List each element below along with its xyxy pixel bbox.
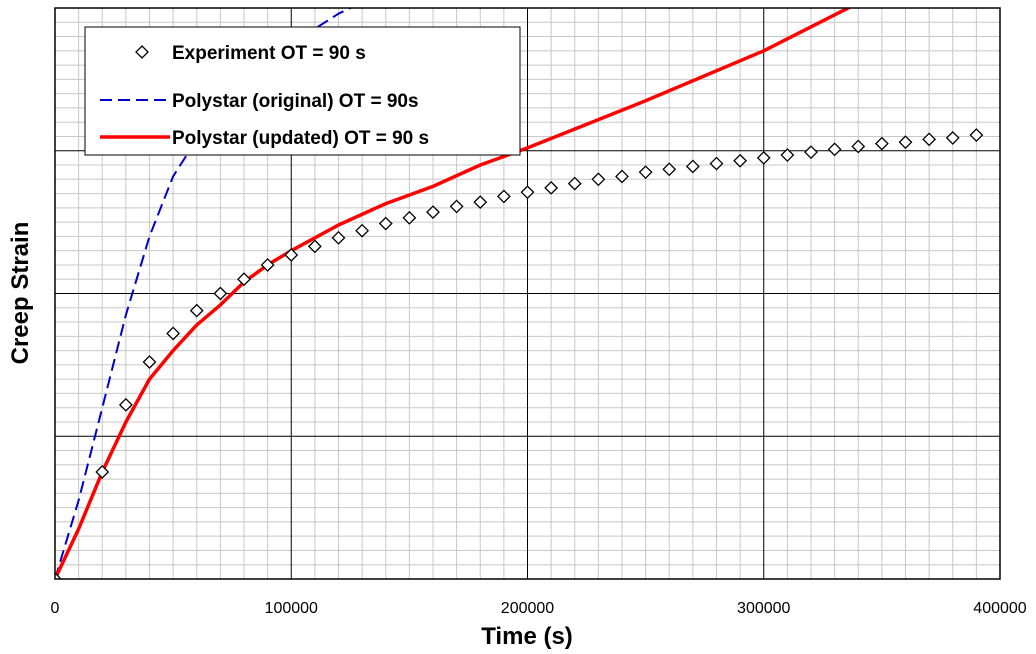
- experiment-data-point: [307, 239, 322, 254]
- experiment-data-point: [118, 397, 133, 412]
- experiment-data-point: [355, 223, 370, 238]
- legend-label: Polystar (updated) OT = 90 s: [172, 128, 429, 149]
- legend: Experiment OT = 90 s Polystar (original) …: [84, 26, 521, 156]
- plot-frame: [54, 7, 1001, 580]
- x-tick-label: 300000: [737, 600, 790, 617]
- experiment-data-point: [189, 303, 204, 318]
- legend-item: Experiment OT = 90 s: [135, 43, 366, 64]
- legend-marker-diamond: [135, 45, 149, 59]
- x-tick-label: 200000: [501, 600, 554, 617]
- experiment-data-point: [733, 153, 748, 168]
- experiment-data-point: [331, 230, 346, 245]
- x-tick-label: 100000: [265, 600, 318, 617]
- x-axis-title: Time (s): [481, 623, 573, 650]
- experiment-data-point: [638, 165, 653, 180]
- experiment-data-point: [260, 258, 275, 272]
- series-polystar-updated-line: [55, 8, 853, 579]
- experiment-data-point: [166, 326, 181, 341]
- experiment-data-point: [55, 572, 62, 579]
- major-grid: [55, 8, 1000, 579]
- experiment-data-point: [496, 189, 511, 204]
- experiment-data-point: [449, 199, 464, 214]
- y-axis-title: Creep Strain: [7, 222, 34, 365]
- experiment-data-point: [969, 128, 984, 142]
- experiment-data-point: [709, 156, 724, 171]
- experiment-data-point: [591, 172, 606, 187]
- experiment-data-point: [284, 248, 299, 262]
- series-experiment: [55, 128, 984, 579]
- experiment-data-point: [898, 135, 913, 150]
- x-tick-label: 0: [51, 600, 60, 617]
- experiment-data-point: [95, 465, 110, 479]
- experiment-data-point: [780, 148, 795, 162]
- experiment-data-point: [685, 159, 700, 174]
- experiment-data-point: [874, 136, 889, 151]
- series-layer: [55, 8, 984, 579]
- experiment-data-point: [378, 216, 393, 231]
- experiment-data-point: [922, 132, 937, 147]
- legend-item: Polystar (updated) OT = 90 s: [100, 128, 429, 149]
- experiment-data-point: [402, 210, 417, 225]
- experiment-data-point: [615, 169, 629, 184]
- legend-label: Polystar (original) OT = 90s: [172, 91, 419, 112]
- experiment-data-point: [142, 355, 157, 369]
- experiment-data-point: [426, 205, 440, 220]
- experiment-data-point: [237, 272, 251, 287]
- experiment-data-point: [945, 130, 960, 145]
- legend-item: Polystar (original) OT = 90s: [100, 91, 419, 112]
- experiment-data-point: [827, 142, 842, 157]
- experiment-data-point: [662, 162, 677, 177]
- experiment-data-point: [804, 145, 818, 160]
- experiment-data-point: [851, 139, 866, 154]
- experiment-data-point: [473, 195, 488, 210]
- experiment-data-point: [756, 150, 771, 165]
- experiment-data-point: [567, 176, 582, 191]
- legend-box: [84, 26, 521, 156]
- experiment-data-point: [213, 286, 228, 301]
- experiment-data-point: [544, 180, 559, 195]
- experiment-data-point: [520, 185, 535, 200]
- x-tick-label: 400000: [973, 600, 1026, 617]
- x-tick-labels: 0 100000 200000 300000 400000: [51, 600, 1027, 617]
- legend-label: Experiment OT = 90 s: [172, 43, 366, 64]
